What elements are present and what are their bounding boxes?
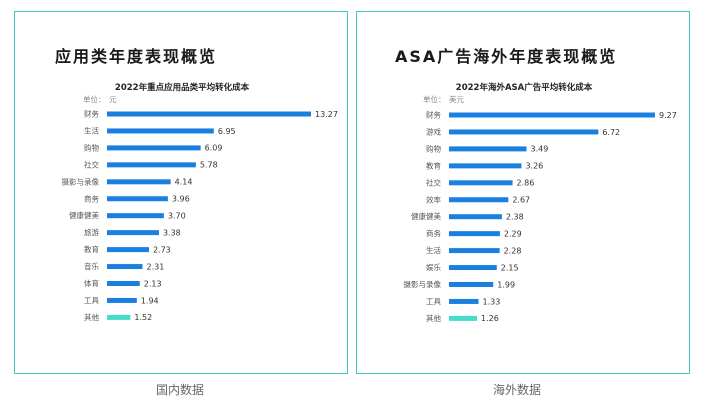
category-label: 商务 — [426, 228, 441, 238]
category-label: 旅游 — [84, 227, 99, 237]
bar — [107, 128, 214, 134]
category-label: 效率 — [426, 194, 441, 204]
bar — [449, 129, 599, 135]
category-label: 购物 — [84, 142, 99, 152]
value-label: 1.99 — [497, 280, 515, 289]
bar — [107, 281, 140, 286]
value-label: 2.31 — [147, 262, 165, 271]
unit-value: 美元 — [449, 94, 464, 104]
bar — [107, 230, 159, 236]
category-label: 购物 — [426, 143, 441, 153]
category-label: 社交 — [84, 159, 99, 169]
category-label: 工具 — [84, 296, 99, 305]
bar — [107, 179, 171, 185]
value-label: 2.86 — [517, 179, 535, 188]
unit-value: 元 — [109, 95, 117, 104]
chart-title: 2022年重点应用品类平均转化成本 — [115, 82, 250, 93]
bar — [107, 314, 131, 320]
value-label: 6.09 — [205, 144, 223, 153]
value-label: 2.73 — [153, 245, 171, 254]
bar — [449, 146, 527, 152]
category-label: 其他 — [426, 313, 441, 323]
value-label: 1.94 — [141, 296, 159, 305]
value-label: 6.72 — [602, 128, 620, 137]
category-label: 教育 — [426, 160, 441, 170]
value-label: 2.38 — [506, 213, 524, 222]
category-label: 社交 — [426, 177, 441, 187]
bar — [449, 248, 500, 254]
bar — [449, 231, 500, 237]
category-label: 摄影与录像 — [62, 176, 100, 186]
bar — [107, 264, 143, 270]
bar — [107, 213, 164, 219]
category-label: 商务 — [84, 193, 99, 203]
bar — [449, 298, 479, 304]
category-label: 体育 — [84, 278, 99, 288]
panel-overseas: ASA广告海外年度表现概览 — [356, 11, 690, 374]
caption-overseas: 海外数据 — [493, 383, 542, 397]
value-label: 2.13 — [144, 279, 162, 288]
value-label: 2.67 — [512, 196, 530, 205]
value-label: 2.29 — [504, 229, 522, 238]
bar — [449, 163, 522, 169]
bar — [107, 111, 311, 117]
value-label: 3.38 — [163, 228, 181, 237]
caption-domestic: 国内数据 — [156, 383, 205, 397]
value-label: 3.49 — [531, 145, 549, 154]
category-label: 健康健美 — [69, 210, 99, 220]
panel-domestic: 应用类年度表现概览 — [14, 11, 348, 374]
value-label: 3.96 — [172, 195, 190, 204]
value-label: 5.78 — [200, 161, 218, 170]
category-label: 财务 — [426, 110, 441, 120]
panel-title: ASA广告海外年度表现概览 — [395, 47, 618, 66]
value-label: 2.28 — [504, 246, 522, 255]
value-label: 4.14 — [175, 178, 193, 187]
value-label: 3.70 — [168, 212, 186, 221]
value-label: 1.26 — [481, 314, 499, 323]
bar — [449, 282, 494, 287]
value-label: 3.26 — [525, 162, 543, 171]
bar — [107, 162, 196, 168]
bar — [107, 196, 168, 202]
category-label: 摄影与录像 — [404, 279, 442, 289]
value-label: 1.33 — [483, 297, 501, 306]
bar — [449, 265, 497, 271]
bar — [449, 180, 513, 186]
unit-label: 单位： — [83, 94, 106, 104]
chart-title: 2022年海外ASA广告平均转化成本 — [456, 82, 593, 93]
category-label: 财务 — [84, 109, 99, 119]
category-label: 游戏 — [426, 126, 441, 136]
bar — [449, 214, 502, 220]
bar — [449, 197, 509, 203]
category-label: 生活 — [84, 125, 99, 135]
panel-title: 应用类年度表现概览 — [55, 47, 218, 66]
category-label: 教育 — [84, 244, 99, 254]
bar — [107, 145, 201, 151]
bar — [449, 112, 655, 118]
value-label: 6.95 — [218, 127, 236, 136]
bar — [449, 315, 477, 321]
value-label: 9.27 — [659, 111, 677, 120]
category-label: 其他 — [84, 312, 99, 322]
bar — [107, 297, 137, 303]
category-label: 健康健美 — [411, 211, 441, 221]
category-label: 音乐 — [84, 261, 99, 271]
category-label: 工具 — [426, 297, 441, 306]
category-label: 娱乐 — [426, 262, 441, 272]
category-label: 生活 — [426, 245, 441, 255]
value-label: 1.52 — [134, 313, 152, 322]
value-label: 13.27 — [315, 110, 338, 119]
bar — [107, 247, 149, 253]
value-label: 2.15 — [501, 263, 519, 272]
unit-label: 单位： — [423, 94, 446, 104]
